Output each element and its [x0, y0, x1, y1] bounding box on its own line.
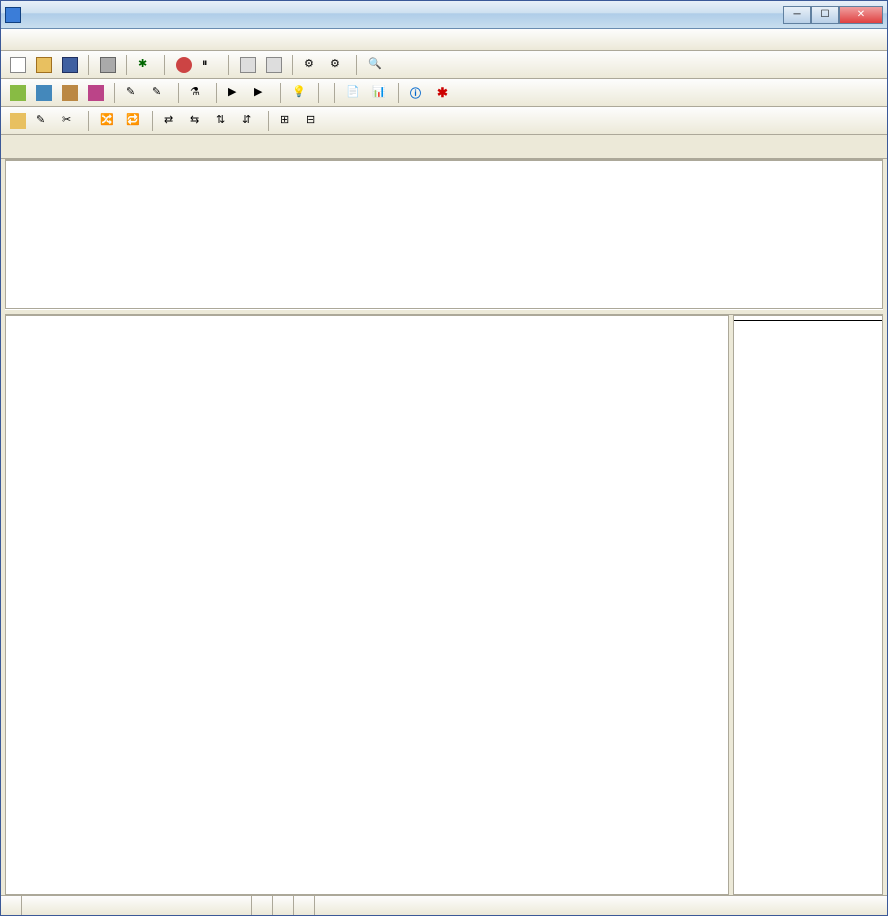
tb2-icon-4[interactable] — [85, 82, 107, 104]
tb2-icon-9[interactable]: ▶ — [251, 82, 273, 104]
statusbar — [1, 895, 887, 915]
tb3-icon-5[interactable]: 🔁 — [123, 110, 145, 132]
status-end — [273, 896, 294, 915]
status-pairs — [1, 896, 22, 915]
status-start — [22, 896, 252, 915]
tb3-icon-4[interactable]: 🔀 — [97, 110, 119, 132]
tool-icon[interactable]: ⚙ — [301, 54, 323, 76]
app-window: ─ ☐ ✕ ✱ ⏸ ⚙ ⚙ 🔍 ✎ ✎ ⚗ ▶ — [0, 0, 888, 916]
toolbar-2: ✎ ✎ ⚗ ▶ ▶ 💡 📄 📊 ⓘ ✱ — [1, 79, 887, 107]
close-button[interactable]: ✕ — [839, 6, 883, 24]
maximize-button[interactable]: ☐ — [811, 6, 839, 24]
tb3-icon-3[interactable]: ✂ — [59, 110, 81, 132]
tool2-icon[interactable]: ⚙ — [327, 54, 349, 76]
tb3-icon-2[interactable]: ✎ — [33, 110, 55, 132]
tb2-export-icon[interactable]: 📄 — [343, 82, 365, 104]
tb3-icon-10[interactable]: ⊞ — [277, 110, 299, 132]
status-runtime — [294, 896, 315, 915]
tb2-icon-3[interactable] — [59, 82, 81, 104]
tb2-icon-2[interactable] — [33, 82, 55, 104]
tb2-icon-7[interactable]: ⚗ — [187, 82, 209, 104]
chart-panel — [5, 315, 729, 895]
open-icon[interactable] — [33, 54, 55, 76]
tb3-icon-8[interactable]: ⇅ — [213, 110, 235, 132]
tb3-icon-6[interactable]: ⇄ — [161, 110, 183, 132]
status-config — [252, 896, 273, 915]
run-icon[interactable]: ✱ — [135, 54, 157, 76]
throughput-chart — [14, 328, 720, 886]
find-icon[interactable]: 🔍 — [365, 54, 387, 76]
legend-panel — [733, 315, 883, 895]
info-icon[interactable]: ⓘ — [407, 82, 429, 104]
tb2-icon-10[interactable]: 💡 — [289, 82, 311, 104]
print-icon[interactable] — [97, 54, 119, 76]
paste-icon[interactable] — [263, 54, 285, 76]
status-result — [315, 896, 887, 915]
new-icon[interactable] — [7, 54, 29, 76]
chart-area — [5, 315, 883, 895]
save-icon[interactable] — [59, 54, 81, 76]
tb2-icon-6[interactable]: ✎ — [149, 82, 171, 104]
stop-icon[interactable] — [173, 54, 195, 76]
tab-strip — [1, 137, 887, 159]
tb2-icon-5[interactable]: ✎ — [123, 82, 145, 104]
copy-icon[interactable] — [237, 54, 259, 76]
brand-logo: ✱ — [437, 85, 448, 101]
legend-items — [734, 321, 882, 329]
tb3-icon-11[interactable]: ⊟ — [303, 110, 325, 132]
pause-icon[interactable]: ⏸ — [199, 54, 221, 76]
minimize-button[interactable]: ─ — [783, 6, 811, 24]
tb2-icon-8[interactable]: ▶ — [225, 82, 247, 104]
app-icon — [5, 7, 21, 23]
tb2-export2-icon[interactable]: 📊 — [369, 82, 391, 104]
toolbar-1: ✱ ⏸ ⚙ ⚙ 🔍 — [1, 51, 887, 79]
tb3-icon-9[interactable]: ⇵ — [239, 110, 261, 132]
menubar — [1, 29, 887, 51]
table-body[interactable] — [6, 161, 882, 308]
tb3-icon-1[interactable] — [7, 110, 29, 132]
tb2-icon-1[interactable] — [7, 82, 29, 104]
data-table — [5, 159, 883, 309]
toolbar-3: ✎ ✂ 🔀 🔁 ⇄ ⇆ ⇅ ⇵ ⊞ ⊟ — [1, 107, 887, 135]
tb3-icon-7[interactable]: ⇆ — [187, 110, 209, 132]
titlebar[interactable]: ─ ☐ ✕ — [1, 1, 887, 29]
